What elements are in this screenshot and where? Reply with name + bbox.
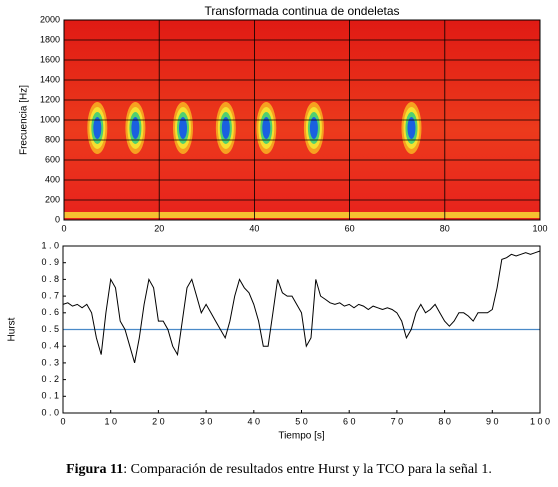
y-tick-label: 1600 bbox=[40, 54, 60, 64]
x-tick-label: 80 bbox=[440, 223, 450, 233]
energy-blob bbox=[93, 117, 102, 139]
plot-frame bbox=[62, 245, 541, 414]
y-tick-label: 0 bbox=[55, 214, 60, 224]
x-tick-label: 8 0 bbox=[438, 416, 451, 426]
x-tick-label: 20 bbox=[154, 223, 164, 233]
x-axis-label: Tiempo [s] bbox=[278, 431, 325, 442]
y-tick-label: 400 bbox=[45, 174, 60, 184]
y-tick-label: 0 . 5 bbox=[41, 324, 59, 334]
energy-blob bbox=[179, 117, 187, 139]
y-tick-label: 800 bbox=[45, 134, 60, 144]
x-tick-label: 9 0 bbox=[486, 416, 499, 426]
energy-blob bbox=[407, 117, 416, 139]
x-tick-label: 7 0 bbox=[391, 416, 404, 426]
y-axis-label: Frecuencia [Hz] bbox=[19, 85, 30, 155]
x-tick-label: 100 bbox=[532, 223, 547, 233]
y-tick-label: 600 bbox=[45, 154, 60, 164]
x-tick-label: 3 0 bbox=[200, 416, 213, 426]
x-tick-label: 40 bbox=[249, 223, 259, 233]
y-tick-label: 1200 bbox=[40, 94, 60, 104]
y-tick-label: 1800 bbox=[40, 34, 60, 44]
x-tick-label: 60 bbox=[345, 223, 355, 233]
low-band bbox=[64, 212, 540, 218]
y-tick-label: 0 . 0 bbox=[41, 407, 59, 417]
y-tick-label: 0 . 7 bbox=[41, 290, 59, 300]
y-tick-label: 0 . 8 bbox=[41, 274, 59, 284]
caption-label: Figura 11 bbox=[66, 462, 124, 477]
x-tick-label: 5 0 bbox=[295, 416, 308, 426]
y-axis-label: Hurst bbox=[7, 317, 18, 341]
y-tick-label: 0 . 2 bbox=[41, 374, 59, 384]
energy-blob bbox=[221, 117, 230, 139]
y-tick-label: 0 . 6 bbox=[41, 307, 59, 317]
y-tick-label: 0 . 4 bbox=[41, 341, 59, 351]
chart-title: Transformada continua de ondeletas bbox=[204, 4, 399, 18]
y-tick-label: 200 bbox=[45, 194, 60, 204]
x-tick-label: 4 0 bbox=[248, 416, 261, 426]
x-tick-label: 0 bbox=[61, 223, 66, 233]
energy-blob bbox=[309, 117, 318, 139]
energy-blob bbox=[262, 117, 271, 139]
x-tick-label: 6 0 bbox=[343, 416, 356, 426]
hurst-line bbox=[62, 250, 541, 364]
caption-text: : Comparación de resultados entre Hurst … bbox=[123, 462, 492, 477]
x-tick-label: 0 bbox=[60, 416, 65, 426]
x-tick-label: 2 0 bbox=[152, 416, 165, 426]
x-tick-label: 1 0 0 bbox=[530, 416, 550, 426]
energy-blob bbox=[131, 117, 140, 139]
x-tick-label: 1 0 bbox=[104, 416, 117, 426]
y-tick-label: 1400 bbox=[40, 74, 60, 84]
y-tick-label: 2000 bbox=[40, 14, 60, 24]
plot-frame bbox=[63, 19, 541, 221]
y-tick-label: 0 . 9 bbox=[41, 257, 59, 267]
caption: Figura 11: Comparación de resultados ent… bbox=[0, 462, 558, 478]
y-tick-label: 1 . 0 bbox=[41, 240, 59, 250]
y-tick-label: 1000 bbox=[40, 114, 60, 124]
y-tick-label: 0 . 1 bbox=[41, 391, 59, 401]
y-tick-label: 0 . 3 bbox=[41, 357, 59, 367]
